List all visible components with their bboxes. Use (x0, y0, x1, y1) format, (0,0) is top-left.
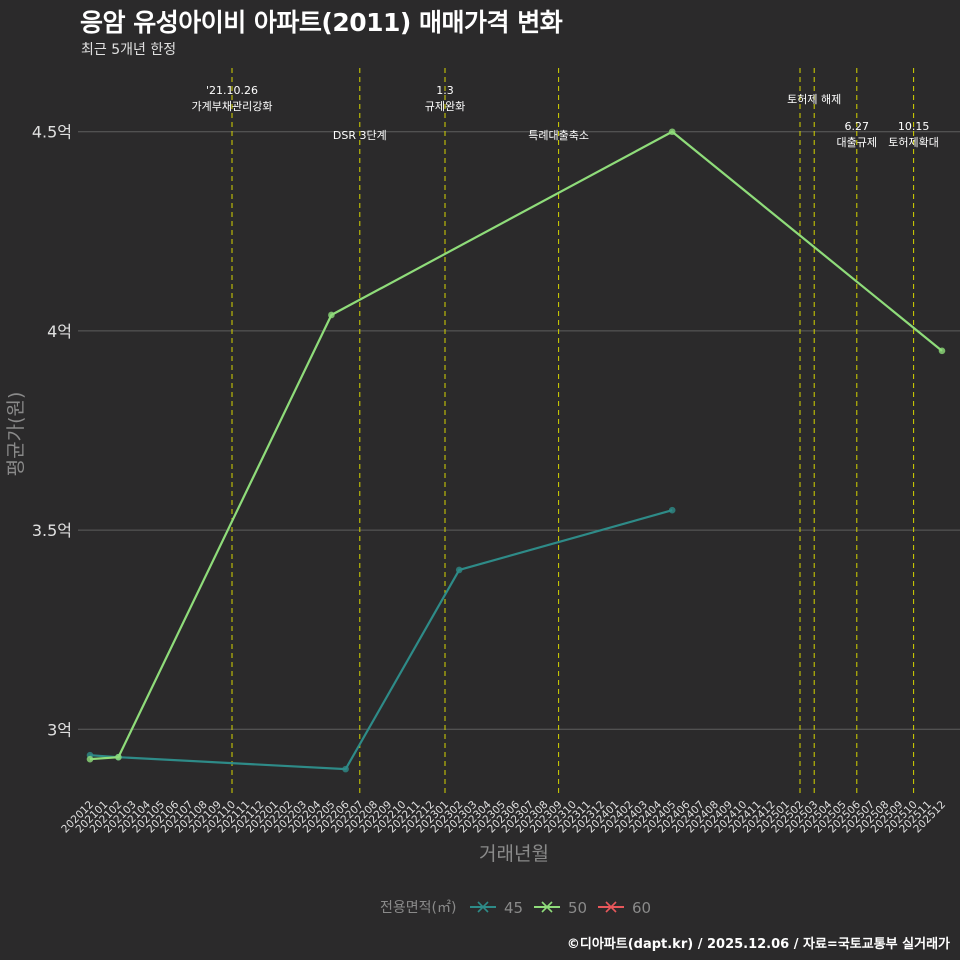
data-point-50 (668, 128, 676, 136)
y-axis-title: 평균가(원) (5, 392, 27, 477)
data-point-50 (938, 347, 946, 355)
annotation-label: 가계부채관리강화 (192, 100, 273, 113)
data-point-45 (455, 566, 463, 574)
data-point-50 (328, 311, 335, 319)
gridlines (78, 131, 960, 730)
data-point-45 (668, 506, 676, 514)
annotation-label: '21.10.26 (206, 84, 258, 97)
x-axis-title: 거래년월 (479, 843, 549, 865)
annotation-label: DSR 3단계 (333, 129, 387, 142)
annotation-label: 규제완화 (425, 100, 465, 113)
annotation-label: 10.15 (898, 120, 930, 133)
x-axis-ticks: 2020122021012021022021032021042021052021… (59, 798, 948, 835)
annotation-lines (231, 68, 915, 797)
source-caption: ©디아파트(dapt.kr) / 2025.12.06 / 자료=국토교통부 실… (566, 937, 950, 952)
y-tick-label: 3억 (47, 720, 72, 739)
legend-title: 전용면적(㎡) (380, 900, 456, 916)
legend-label: 50 (568, 899, 587, 917)
series-line-45 (89, 509, 673, 771)
y-tick-label: 4억 (47, 322, 72, 341)
y-tick-label: 4.5억 (32, 123, 72, 142)
annotation-label: 1.3 (436, 84, 454, 97)
legend-label: 45 (504, 899, 523, 917)
legend-swatch-cross (541, 901, 553, 913)
legend-label: 60 (632, 899, 651, 917)
annotation-label: 토허제 해제 (787, 92, 841, 106)
data-point-50 (115, 753, 122, 761)
y-tick-label: 3.5억 (32, 521, 72, 540)
data-point-50 (86, 755, 94, 763)
chart-title: 응암 유성아이비 아파트(2011) 매매가격 변화 (80, 8, 563, 37)
annotation-label: 토허제확대 (888, 136, 939, 149)
legend: 전용면적(㎡) 45 50 60 (380, 899, 651, 917)
y-axis-ticks: 3억 3.5억 4억 4.5억 (32, 123, 72, 740)
legend-swatch-cross (605, 901, 617, 913)
legend-swatch-cross (477, 901, 489, 913)
annotation-label: 특례대출축소 (528, 129, 589, 142)
data-point-45 (342, 765, 349, 773)
annotation-label: 6.27 (845, 120, 870, 133)
chart-subtitle: 최근 5개년 한정 (81, 42, 177, 58)
series-lines (86, 128, 946, 773)
annotation-label: 대출규제 (837, 136, 877, 149)
